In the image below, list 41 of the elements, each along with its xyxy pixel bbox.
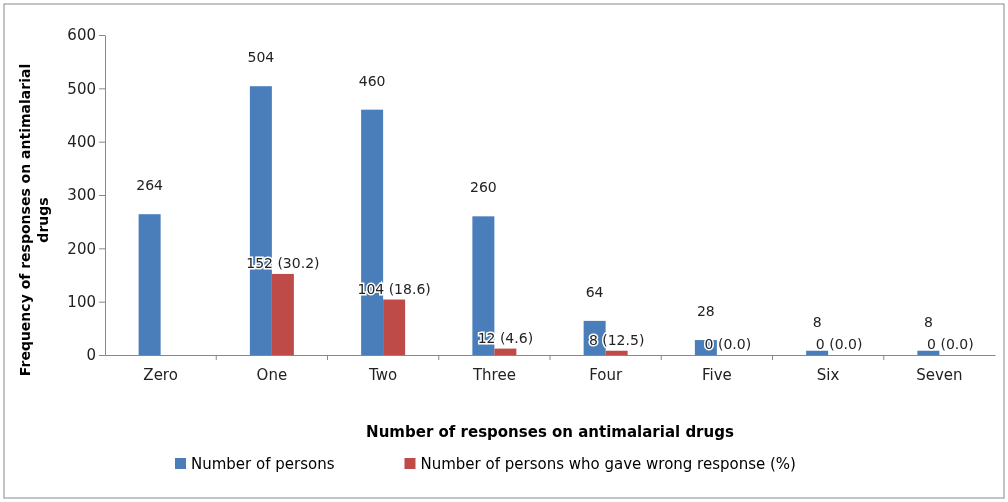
legend-label: Number of persons (191, 455, 335, 473)
y-tick-label: 200 (67, 239, 96, 258)
y-tick-label: 0 (86, 346, 96, 365)
x-axis-title: Number of responses on antimalarial drugs (366, 423, 734, 441)
bar (138, 214, 161, 355)
y-tick-label: 100 (67, 292, 96, 311)
x-tick-label: Zero (143, 365, 178, 384)
bar (383, 299, 406, 355)
y-tick-label: 600 (67, 26, 96, 45)
y-tick-label: 300 (67, 186, 96, 205)
bar (249, 86, 272, 355)
data-label: 0 (0.0) (815, 336, 863, 352)
data-label: 8 (812, 313, 822, 330)
bar (472, 216, 495, 355)
bar (605, 350, 628, 355)
data-label: 504 (247, 49, 275, 66)
y-tick-label: 500 (67, 79, 96, 98)
data-label: 460 (358, 72, 386, 89)
x-tick-label: Four (589, 365, 623, 384)
y-axis-title: Frequency of responses on antimalarial drugs (17, 63, 51, 377)
bar (271, 273, 294, 355)
y-tick-label: 400 (67, 132, 96, 151)
x-tick-label: Two (368, 365, 398, 384)
data-label: 8 (923, 313, 933, 330)
data-label: 12 (4.6) (477, 329, 534, 346)
x-tick-label: Seven (916, 365, 963, 384)
data-label: 0 (0.0) (704, 336, 752, 352)
bar (917, 350, 940, 355)
data-label: 264 (136, 177, 164, 194)
bar (361, 109, 384, 355)
x-tick-label: One (256, 365, 288, 384)
data-label: 260 (470, 179, 497, 196)
bar (806, 350, 829, 355)
data-label: 64 (585, 283, 604, 300)
x-tick-label: Three (471, 365, 516, 384)
x-tick-label: Five (701, 365, 732, 384)
legend-label: Number of persons who gave wrong response (%) (420, 455, 796, 473)
data-label: 0 (0.0) (927, 336, 974, 352)
data-label: 28 (696, 303, 715, 320)
x-tick-label: Six (816, 365, 840, 384)
bar (494, 348, 517, 355)
